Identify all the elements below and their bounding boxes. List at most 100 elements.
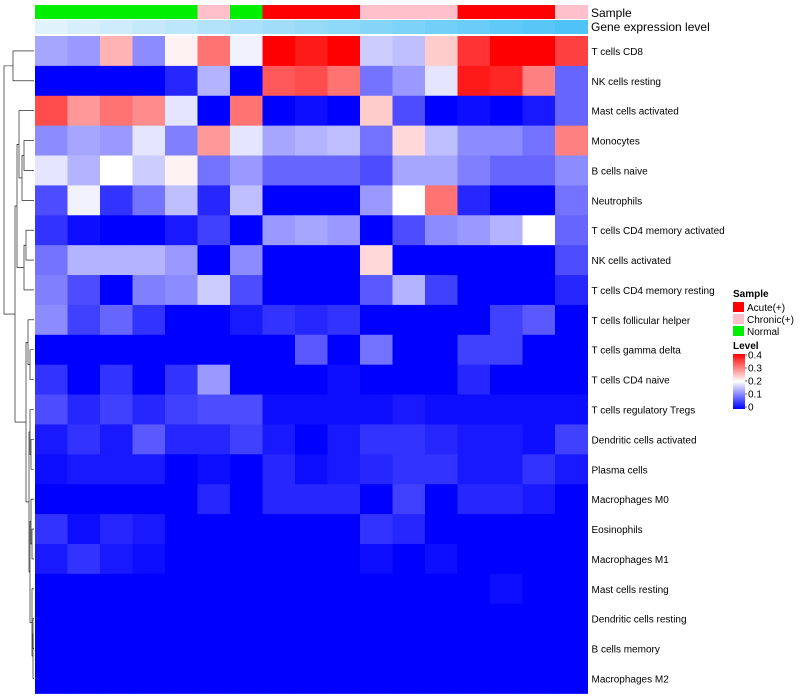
heatmap-cell [165, 125, 198, 157]
heatmap-cell [262, 334, 296, 366]
heatmap-cell [165, 95, 198, 127]
heatmap-cell [100, 245, 133, 276]
heatmap-cell [457, 573, 491, 605]
heatmap-cell [425, 454, 458, 485]
heatmap-cell [555, 543, 588, 575]
heatmap-cell [165, 663, 198, 694]
row-label: Dendritic cells activated [592, 435, 697, 446]
row-label: Mast cells activated [592, 107, 679, 118]
heatmap-cell [100, 65, 133, 97]
heatmap-cell [522, 663, 556, 694]
heatmap-cell [490, 543, 523, 575]
heatmap-cell [490, 573, 523, 605]
heatmap-cell [67, 514, 101, 545]
expression-annotation-cell [490, 20, 523, 34]
heatmap-cell [295, 95, 328, 127]
heatmap-cell [425, 304, 458, 336]
heatmap-cell [457, 36, 491, 67]
sample-annotation-cell [555, 5, 588, 19]
heatmap-cell [67, 125, 101, 157]
heatmap-cell [295, 245, 328, 276]
heatmap-cell [360, 633, 393, 664]
heatmap-cell [425, 245, 458, 276]
sample-annotation-cell [392, 5, 426, 19]
legend-level-colorbar [733, 354, 745, 409]
sample-annotation-cell [230, 5, 263, 19]
heatmap-cell [555, 663, 588, 694]
heatmap-cell [425, 603, 458, 635]
heatmap-cell [35, 65, 68, 97]
heatmap-cell [360, 543, 393, 575]
heatmap-cell [100, 334, 133, 366]
heatmap-cell [230, 514, 263, 545]
heatmap-cell [327, 633, 361, 664]
row-label: NK cells activated [592, 256, 671, 267]
heatmap-cell [327, 484, 361, 515]
heatmap-cell [425, 275, 458, 306]
heatmap-cell [132, 514, 166, 545]
heatmap-cell [522, 543, 556, 575]
heatmap-cell [197, 95, 231, 127]
heatmap-cell [165, 573, 198, 605]
heatmap-cell [555, 424, 588, 455]
heatmap-cell [360, 304, 393, 336]
heatmap-cell [425, 125, 458, 157]
legend-tick-label: 0.3 [748, 364, 762, 375]
expression-annotation-cell [457, 20, 491, 34]
heatmap-cell [490, 663, 523, 694]
heatmap-cell [522, 95, 556, 127]
heatmap-cell [262, 125, 296, 157]
expression-annotation-cell [67, 20, 101, 34]
heatmap-cell [490, 364, 523, 396]
heatmap-cell [67, 424, 101, 455]
heatmap-cell [67, 484, 101, 515]
heatmap-cell [67, 245, 101, 276]
legend-label: Normal [747, 327, 779, 338]
expression-annotation-cell [35, 20, 68, 34]
heatmap-cell [327, 155, 361, 186]
heatmap-cell [522, 514, 556, 545]
heatmap-cell [165, 245, 198, 276]
row-labels: T cells CD8 NK cells resting Mast cells ac… [592, 47, 725, 685]
heatmap-cell [490, 454, 523, 485]
row-label: Macrophages M1 [592, 555, 670, 566]
heatmap-cell [35, 573, 68, 605]
heatmap-cell [327, 215, 361, 246]
heatmap-cell [555, 514, 588, 545]
sample-annotation-cell [197, 5, 231, 19]
heatmap-cell [67, 65, 101, 97]
heatmap-cell [230, 65, 263, 97]
heatmap-cell [100, 304, 133, 336]
heatmap-cell [295, 543, 328, 575]
heatmap-cell [457, 663, 491, 694]
heatmap-cell [230, 543, 263, 575]
heatmap-cell [327, 125, 361, 157]
heatmap-cell [197, 424, 231, 455]
row-label: Monocytes [592, 137, 640, 148]
heatmap-cell [197, 334, 231, 366]
heatmap-cell [67, 304, 101, 336]
heatmap-cell [392, 334, 426, 366]
heatmap-cell [35, 334, 68, 366]
heatmap-cell [132, 334, 166, 366]
sample-annotation-cell [457, 5, 491, 19]
heatmap-cell [262, 663, 296, 694]
heatmap-cell [262, 484, 296, 515]
heatmap-cell [262, 36, 296, 67]
heatmap-cell [165, 65, 198, 97]
heatmap-cell [262, 155, 296, 186]
dendrogram-branch [30, 439, 34, 470]
legend-sample-title: Sample [733, 289, 769, 300]
heatmap-cell [392, 245, 426, 276]
heatmap-cell [67, 95, 101, 127]
heatmap-cell [425, 424, 458, 455]
heatmap-cell [555, 125, 588, 157]
heatmap-cell [197, 185, 231, 216]
heatmap-cell [522, 304, 556, 336]
heatmap-cell [555, 304, 588, 336]
heatmap-cell [100, 185, 133, 216]
legend-swatch [733, 314, 744, 324]
heatmap-cell [522, 424, 556, 455]
heatmap-cell [67, 215, 101, 246]
